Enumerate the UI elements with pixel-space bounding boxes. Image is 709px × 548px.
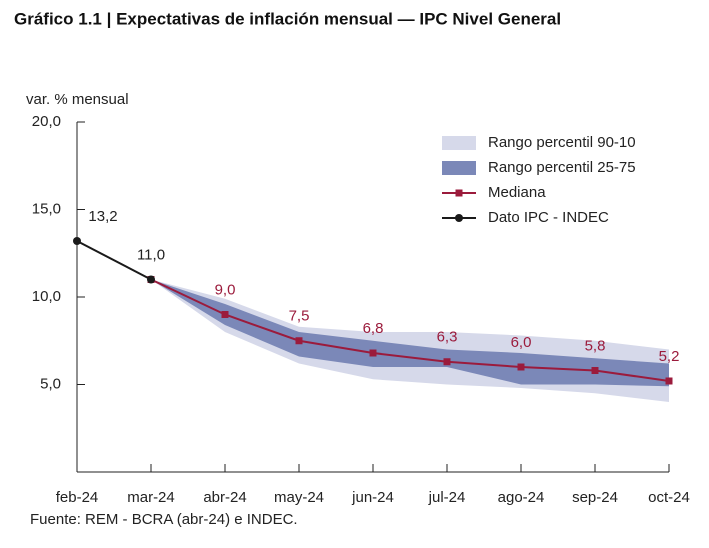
source: Fuente: REM - BCRA (abr-24) e INDEC. <box>30 511 298 528</box>
legend-swatch <box>442 161 476 175</box>
data-label: 7,5 <box>289 308 310 325</box>
chart-title: Gráfico 1.1 | Expectativas de inflación … <box>14 9 561 28</box>
point <box>369 349 377 357</box>
data-label: 6,0 <box>511 334 532 351</box>
legend-label: Rango percentil 90-10 <box>488 134 636 151</box>
legend-marker <box>455 189 463 197</box>
point <box>73 237 81 245</box>
point <box>147 275 155 284</box>
x-tick-label: jun-24 <box>351 489 394 506</box>
data-label: 6,8 <box>363 320 384 337</box>
data-label: 6,3 <box>437 329 458 346</box>
point <box>665 377 673 385</box>
point <box>443 358 451 366</box>
point <box>295 337 303 345</box>
data-label: 5,8 <box>585 337 606 354</box>
legend-swatch <box>442 136 476 150</box>
point <box>591 367 599 374</box>
series-line <box>150 278 670 382</box>
x-tick-label: feb-24 <box>56 489 99 506</box>
range-band <box>151 279 669 387</box>
legend-label: Mediana <box>488 184 546 201</box>
y-axis-label: var. % mensual <box>26 91 129 108</box>
data-label: 13,2 <box>88 208 117 225</box>
y-tick-label: 15,0 <box>32 200 61 217</box>
data-label: 5,2 <box>659 348 680 365</box>
x-tick-label: may-24 <box>274 489 324 506</box>
data-label: 11,0 <box>137 246 165 263</box>
x-tick-label: mar-24 <box>127 489 175 506</box>
point <box>517 363 525 371</box>
x-tick-label: ago-24 <box>498 489 545 506</box>
x-tick-label: oct-24 <box>648 489 690 506</box>
legend-marker <box>455 214 463 222</box>
point <box>221 311 229 318</box>
x-tick-label: sep-24 <box>572 489 618 506</box>
legend-label: Dato IPC - INDEC <box>488 209 609 226</box>
x-tick-label: jul-24 <box>428 489 466 506</box>
y-tick-label: 20,0 <box>32 113 61 130</box>
legend-label: Rango percentil 25-75 <box>488 159 636 176</box>
data-label: 9,0 <box>215 281 236 298</box>
x-tick-label: abr-24 <box>203 489 246 506</box>
y-tick-label: 10,0 <box>32 288 61 305</box>
series-line <box>76 240 152 281</box>
y-tick-label: 5,0 <box>40 375 61 392</box>
